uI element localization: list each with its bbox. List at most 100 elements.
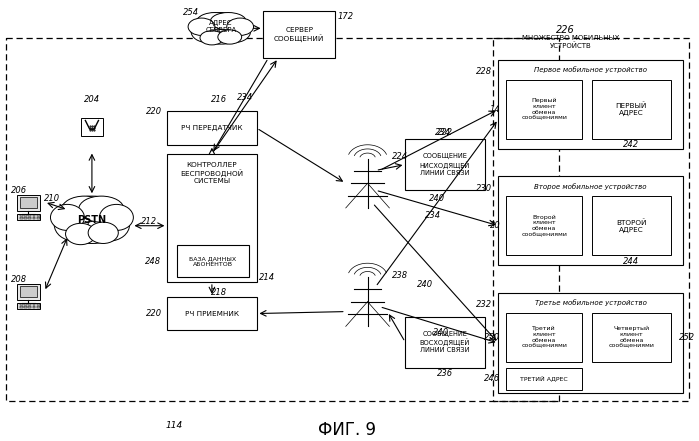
Ellipse shape	[50, 204, 85, 231]
Text: 248: 248	[145, 257, 161, 266]
Text: 206: 206	[10, 186, 27, 194]
Text: АДРЕС
СЕРВЕРА: АДРЕС СЕРВЕРА	[206, 20, 236, 33]
Text: 230: 230	[477, 184, 493, 193]
Ellipse shape	[218, 30, 242, 44]
Text: 234: 234	[425, 211, 441, 220]
Text: 226: 226	[556, 25, 575, 35]
Bar	[167, 297, 257, 330]
Text: 234: 234	[238, 93, 254, 102]
Bar	[37, 215, 40, 216]
Bar	[6, 38, 559, 401]
Bar	[167, 111, 257, 145]
Bar	[33, 215, 36, 216]
Text: 246: 246	[484, 374, 500, 383]
Bar	[17, 284, 40, 300]
Bar	[37, 217, 40, 218]
Ellipse shape	[66, 223, 96, 245]
Ellipse shape	[55, 196, 129, 243]
Text: 252: 252	[679, 333, 695, 342]
Text: 240: 240	[429, 194, 445, 202]
Text: 240: 240	[433, 328, 449, 337]
Ellipse shape	[226, 18, 254, 35]
Bar	[498, 60, 683, 149]
Text: 214: 214	[259, 273, 275, 281]
Text: 250: 250	[484, 333, 500, 342]
Ellipse shape	[210, 12, 246, 30]
Bar	[20, 217, 22, 218]
Text: 244: 244	[624, 257, 640, 266]
Text: 204: 204	[84, 95, 100, 104]
Bar	[506, 368, 582, 389]
Text: РЧ ПЕРЕДАТЧИК: РЧ ПЕРЕДАТЧИК	[181, 125, 243, 131]
Bar	[506, 80, 582, 139]
Text: РЧ ПРИЕМНИК: РЧ ПРИЕМНИК	[185, 310, 239, 317]
Text: 220: 220	[146, 309, 162, 318]
Bar	[33, 217, 36, 218]
Text: 20: 20	[490, 221, 500, 230]
Bar	[405, 317, 484, 368]
Bar	[24, 217, 27, 218]
Bar	[17, 303, 40, 309]
Text: 236: 236	[437, 369, 453, 378]
Text: 210: 210	[44, 194, 60, 202]
Bar	[37, 307, 40, 308]
Bar	[37, 218, 40, 220]
Text: 114: 114	[166, 421, 183, 430]
Text: Первое мобильное устройство: Первое мобильное устройство	[534, 66, 647, 73]
Bar	[17, 214, 40, 220]
Bar	[264, 11, 335, 58]
Text: СООБЩЕНИЕ
НИСХОДЯЩЕЙ
ЛИНИИ СВЯЗИ: СООБЩЕНИЕ НИСХОДЯЩЕЙ ЛИНИИ СВЯЗИ	[420, 153, 470, 176]
Text: КОНТРОЛЛЕР
БЕСПРОВОДНОЙ
СИСТЕМЫ: КОНТРОЛЛЕР БЕСПРОВОДНОЙ СИСТЕМЫ	[180, 162, 243, 184]
Bar	[20, 286, 37, 297]
Text: ПЕРВЫЙ
АДРЕС: ПЕРВЫЙ АДРЕС	[616, 102, 647, 116]
Bar	[37, 304, 40, 305]
Text: 172: 172	[338, 12, 354, 21]
Bar	[28, 215, 31, 216]
Text: СООБЩЕНИЕ
ВОСХОДЯЩЕЙ
ЛИНИИ СВЯЗИ: СООБЩЕНИЕ ВОСХОДЯЩЕЙ ЛИНИИ СВЯЗИ	[420, 331, 470, 353]
Text: МНОЖЕСТВО МОБИЛЬНЫХ
УСТРОЙСТВ: МНОЖЕСТВО МОБИЛЬНЫХ УСТРОЙСТВ	[522, 35, 619, 49]
Text: 208: 208	[10, 274, 27, 284]
Text: Второй
клиент
обмена
сообщениями: Второй клиент обмена сообщениями	[521, 214, 567, 237]
Text: 240: 240	[417, 280, 433, 289]
Text: 14: 14	[490, 105, 500, 114]
Text: Третье мобильное устройство: Третье мобильное устройство	[535, 299, 647, 306]
Bar	[591, 196, 671, 255]
Text: PSTN: PSTN	[78, 215, 106, 225]
Bar	[28, 218, 31, 220]
Bar	[20, 304, 22, 305]
Bar	[28, 217, 31, 218]
Text: ВТОРОЙ
АДРЕС: ВТОРОЙ АДРЕС	[616, 219, 647, 233]
Bar	[17, 195, 40, 211]
Text: СЕРВЕР
СООБЩЕНИЙ: СЕРВЕР СООБЩЕНИЙ	[274, 26, 324, 42]
Text: БАЗА ДАННЫХ
АБОНЕНТОВ: БАЗА ДАННЫХ АБОНЕНТОВ	[189, 256, 236, 267]
Text: 238: 238	[392, 271, 408, 280]
Bar	[405, 139, 484, 190]
Text: ТРЕТИЙ АДРЕС: ТРЕТИЙ АДРЕС	[520, 376, 568, 381]
Bar	[24, 215, 27, 216]
Text: 222: 222	[437, 128, 453, 138]
Ellipse shape	[200, 31, 224, 45]
Bar	[24, 307, 27, 308]
Ellipse shape	[62, 196, 107, 222]
Text: Четвертый
клиент
обмена
сообщениями: Четвертый клиент обмена сообщениями	[608, 326, 654, 348]
Ellipse shape	[188, 18, 215, 35]
Bar	[506, 196, 582, 255]
Bar	[177, 246, 249, 277]
Bar	[591, 80, 671, 139]
Text: 242: 242	[624, 140, 640, 149]
Text: 232: 232	[477, 300, 493, 309]
Bar	[506, 313, 582, 362]
Bar	[24, 304, 27, 305]
Bar	[20, 215, 22, 216]
Ellipse shape	[88, 222, 118, 243]
Text: 228: 228	[477, 67, 493, 76]
Ellipse shape	[99, 204, 134, 231]
Bar	[20, 218, 22, 220]
Ellipse shape	[197, 12, 233, 30]
Bar	[33, 218, 36, 220]
Bar	[33, 307, 36, 308]
Text: 234: 234	[435, 128, 451, 138]
Bar	[20, 197, 37, 209]
Bar	[33, 304, 36, 305]
Ellipse shape	[218, 20, 250, 42]
